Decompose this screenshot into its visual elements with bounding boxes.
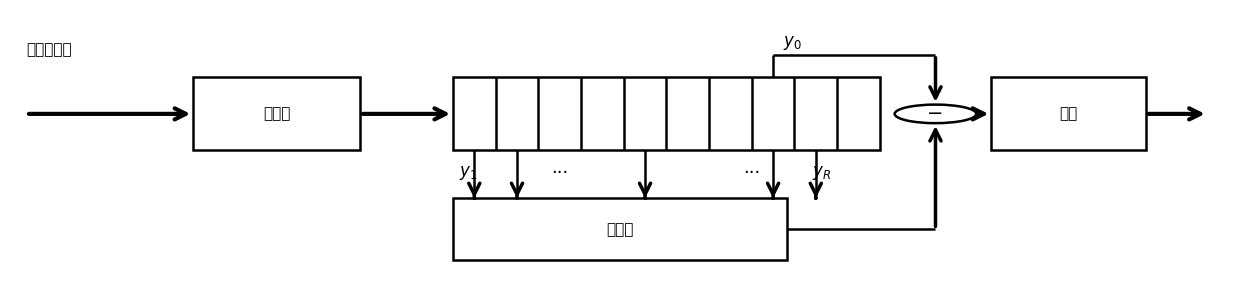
Text: $y_0$: $y_0$ xyxy=(782,34,802,52)
Text: 当前帧回波: 当前帧回波 xyxy=(26,42,72,57)
Text: $y_1$: $y_1$ xyxy=(459,164,477,182)
Bar xyxy=(193,77,360,151)
Bar xyxy=(991,77,1146,151)
Text: 取对数: 取对数 xyxy=(263,106,290,121)
Bar xyxy=(453,77,880,151)
Text: 判决: 判决 xyxy=(1059,106,1078,121)
Text: ···: ··· xyxy=(551,164,568,182)
Text: ···: ··· xyxy=(743,164,760,182)
Text: $y_R$: $y_R$ xyxy=(812,164,832,182)
Text: 取均值: 取均值 xyxy=(606,222,634,237)
Bar xyxy=(453,198,787,260)
Text: −: − xyxy=(928,105,944,123)
